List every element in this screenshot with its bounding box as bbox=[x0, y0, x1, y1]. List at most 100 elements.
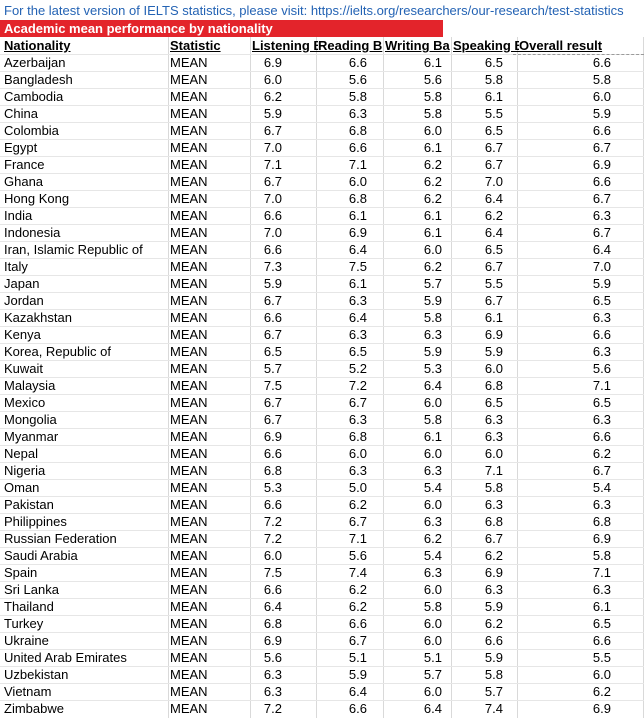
cell-reading[interactable]: 7.4 bbox=[348, 565, 367, 580]
cell-listening[interactable]: 5.9 bbox=[263, 106, 282, 121]
cell-speaking[interactable]: 6.2 bbox=[484, 548, 503, 563]
cell-listening[interactable]: 6.5 bbox=[263, 344, 282, 359]
cell-nationality[interactable]: India bbox=[4, 208, 33, 223]
cell-listening[interactable]: 6.8 bbox=[263, 463, 282, 478]
cell-nationality[interactable]: United Arab Emirates bbox=[4, 650, 127, 665]
cell-overall[interactable]: 6.2 bbox=[592, 446, 611, 461]
cell-speaking[interactable]: 6.3 bbox=[484, 429, 503, 444]
cell-listening[interactable]: 6.6 bbox=[263, 582, 282, 597]
cell-writing[interactable]: 5.4 bbox=[423, 548, 442, 563]
cell-overall[interactable]: 5.8 bbox=[592, 72, 611, 87]
cell-overall[interactable]: 6.5 bbox=[592, 293, 611, 308]
cell-overall[interactable]: 5.6 bbox=[592, 361, 611, 376]
cell-speaking[interactable]: 6.3 bbox=[484, 412, 503, 427]
cell-reading[interactable]: 5.0 bbox=[348, 480, 367, 495]
cell-reading[interactable]: 6.9 bbox=[348, 225, 367, 240]
cell-statistic[interactable]: MEAN bbox=[170, 667, 208, 682]
cell-statistic[interactable]: MEAN bbox=[170, 259, 208, 274]
cell-speaking[interactable]: 6.4 bbox=[484, 191, 503, 206]
cell-nationality[interactable]: Korea, Republic of bbox=[4, 344, 111, 359]
cell-reading[interactable]: 6.3 bbox=[348, 106, 367, 121]
cell-nationality[interactable]: Mongolia bbox=[4, 412, 57, 427]
cell-reading[interactable]: 6.3 bbox=[348, 293, 367, 308]
cell-listening[interactable]: 6.4 bbox=[263, 599, 282, 614]
cell-listening[interactable]: 7.3 bbox=[263, 259, 282, 274]
cell-speaking[interactable]: 5.9 bbox=[484, 650, 503, 665]
cell-statistic[interactable]: MEAN bbox=[170, 548, 208, 563]
cell-writing[interactable]: 6.0 bbox=[423, 242, 442, 257]
cell-reading[interactable]: 6.0 bbox=[348, 174, 367, 189]
cell-reading[interactable]: 6.7 bbox=[348, 395, 367, 410]
cell-listening[interactable]: 6.7 bbox=[263, 327, 282, 342]
cell-speaking[interactable]: 7.1 bbox=[484, 463, 503, 478]
cell-speaking[interactable]: 5.5 bbox=[484, 106, 503, 121]
column-header-listening[interactable]: Listening B bbox=[252, 38, 318, 53]
cell-nationality[interactable]: Nepal bbox=[4, 446, 38, 461]
cell-writing[interactable]: 5.4 bbox=[423, 480, 442, 495]
cell-listening[interactable]: 6.6 bbox=[263, 310, 282, 325]
cell-statistic[interactable]: MEAN bbox=[170, 633, 208, 648]
cell-reading[interactable]: 6.1 bbox=[348, 276, 367, 291]
cell-reading[interactable]: 6.6 bbox=[348, 55, 367, 70]
cell-writing[interactable]: 6.1 bbox=[423, 225, 442, 240]
cell-speaking[interactable]: 6.4 bbox=[484, 225, 503, 240]
cell-statistic[interactable]: MEAN bbox=[170, 701, 208, 716]
cell-listening[interactable]: 7.5 bbox=[263, 565, 282, 580]
cell-writing[interactable]: 6.2 bbox=[423, 157, 442, 172]
cell-writing[interactable]: 6.0 bbox=[423, 633, 442, 648]
cell-writing[interactable]: 5.6 bbox=[423, 72, 442, 87]
cell-listening[interactable]: 7.0 bbox=[263, 140, 282, 155]
column-header-reading[interactable]: Reading B bbox=[318, 38, 383, 53]
cell-overall[interactable]: 6.9 bbox=[592, 701, 611, 716]
cell-overall[interactable]: 6.1 bbox=[592, 599, 611, 614]
cell-overall[interactable]: 6.6 bbox=[592, 55, 611, 70]
cell-reading[interactable]: 5.8 bbox=[348, 89, 367, 104]
cell-overall[interactable]: 6.7 bbox=[592, 191, 611, 206]
cell-nationality[interactable]: Oman bbox=[4, 480, 40, 495]
cell-speaking[interactable]: 6.7 bbox=[484, 293, 503, 308]
cell-listening[interactable]: 6.3 bbox=[263, 667, 282, 682]
cell-nationality[interactable]: Vietnam bbox=[4, 684, 52, 699]
cell-nationality[interactable]: Azerbaijan bbox=[4, 55, 66, 70]
cell-nationality[interactable]: Pakistan bbox=[4, 497, 54, 512]
cell-nationality[interactable]: Hong Kong bbox=[4, 191, 70, 206]
cell-listening[interactable]: 6.6 bbox=[263, 446, 282, 461]
cell-nationality[interactable]: Colombia bbox=[4, 123, 59, 138]
cell-statistic[interactable]: MEAN bbox=[170, 684, 208, 699]
cell-nationality[interactable]: Turkey bbox=[4, 616, 44, 631]
cell-reading[interactable]: 6.8 bbox=[348, 191, 367, 206]
cell-statistic[interactable]: MEAN bbox=[170, 531, 208, 546]
cell-statistic[interactable]: MEAN bbox=[170, 327, 208, 342]
cell-overall[interactable]: 6.6 bbox=[592, 633, 611, 648]
cell-listening[interactable]: 6.0 bbox=[263, 72, 282, 87]
cell-listening[interactable]: 7.2 bbox=[263, 531, 282, 546]
cell-nationality[interactable]: Indonesia bbox=[4, 225, 61, 240]
cell-nationality[interactable]: Ukraine bbox=[4, 633, 49, 648]
cell-nationality[interactable]: Egypt bbox=[4, 140, 38, 155]
cell-overall[interactable]: 6.4 bbox=[592, 242, 611, 257]
cell-reading[interactable]: 6.1 bbox=[348, 208, 367, 223]
cell-writing[interactable]: 6.0 bbox=[423, 684, 442, 699]
cell-listening[interactable]: 6.9 bbox=[263, 55, 282, 70]
cell-writing[interactable]: 6.1 bbox=[423, 140, 442, 155]
cell-speaking[interactable]: 5.8 bbox=[484, 667, 503, 682]
cell-reading[interactable]: 6.3 bbox=[348, 327, 367, 342]
cell-statistic[interactable]: MEAN bbox=[170, 140, 208, 155]
cell-listening[interactable]: 7.5 bbox=[263, 378, 282, 393]
cell-reading[interactable]: 6.4 bbox=[348, 310, 367, 325]
cell-statistic[interactable]: MEAN bbox=[170, 497, 208, 512]
cell-reading[interactable]: 5.9 bbox=[348, 667, 367, 682]
cell-overall[interactable]: 6.8 bbox=[592, 514, 611, 529]
column-header-nationality[interactable]: Nationality bbox=[4, 38, 71, 53]
cell-speaking[interactable]: 5.5 bbox=[484, 276, 503, 291]
cell-nationality[interactable]: Saudi Arabia bbox=[4, 548, 78, 563]
cell-statistic[interactable]: MEAN bbox=[170, 72, 208, 87]
cell-speaking[interactable]: 6.3 bbox=[484, 497, 503, 512]
cell-statistic[interactable]: MEAN bbox=[170, 123, 208, 138]
column-header-speaking[interactable]: Speaking B bbox=[453, 38, 519, 53]
cell-overall[interactable]: 6.7 bbox=[592, 463, 611, 478]
cell-overall[interactable]: 6.6 bbox=[592, 327, 611, 342]
cell-listening[interactable]: 5.6 bbox=[263, 650, 282, 665]
cell-writing[interactable]: 6.1 bbox=[423, 208, 442, 223]
cell-listening[interactable]: 5.9 bbox=[263, 276, 282, 291]
